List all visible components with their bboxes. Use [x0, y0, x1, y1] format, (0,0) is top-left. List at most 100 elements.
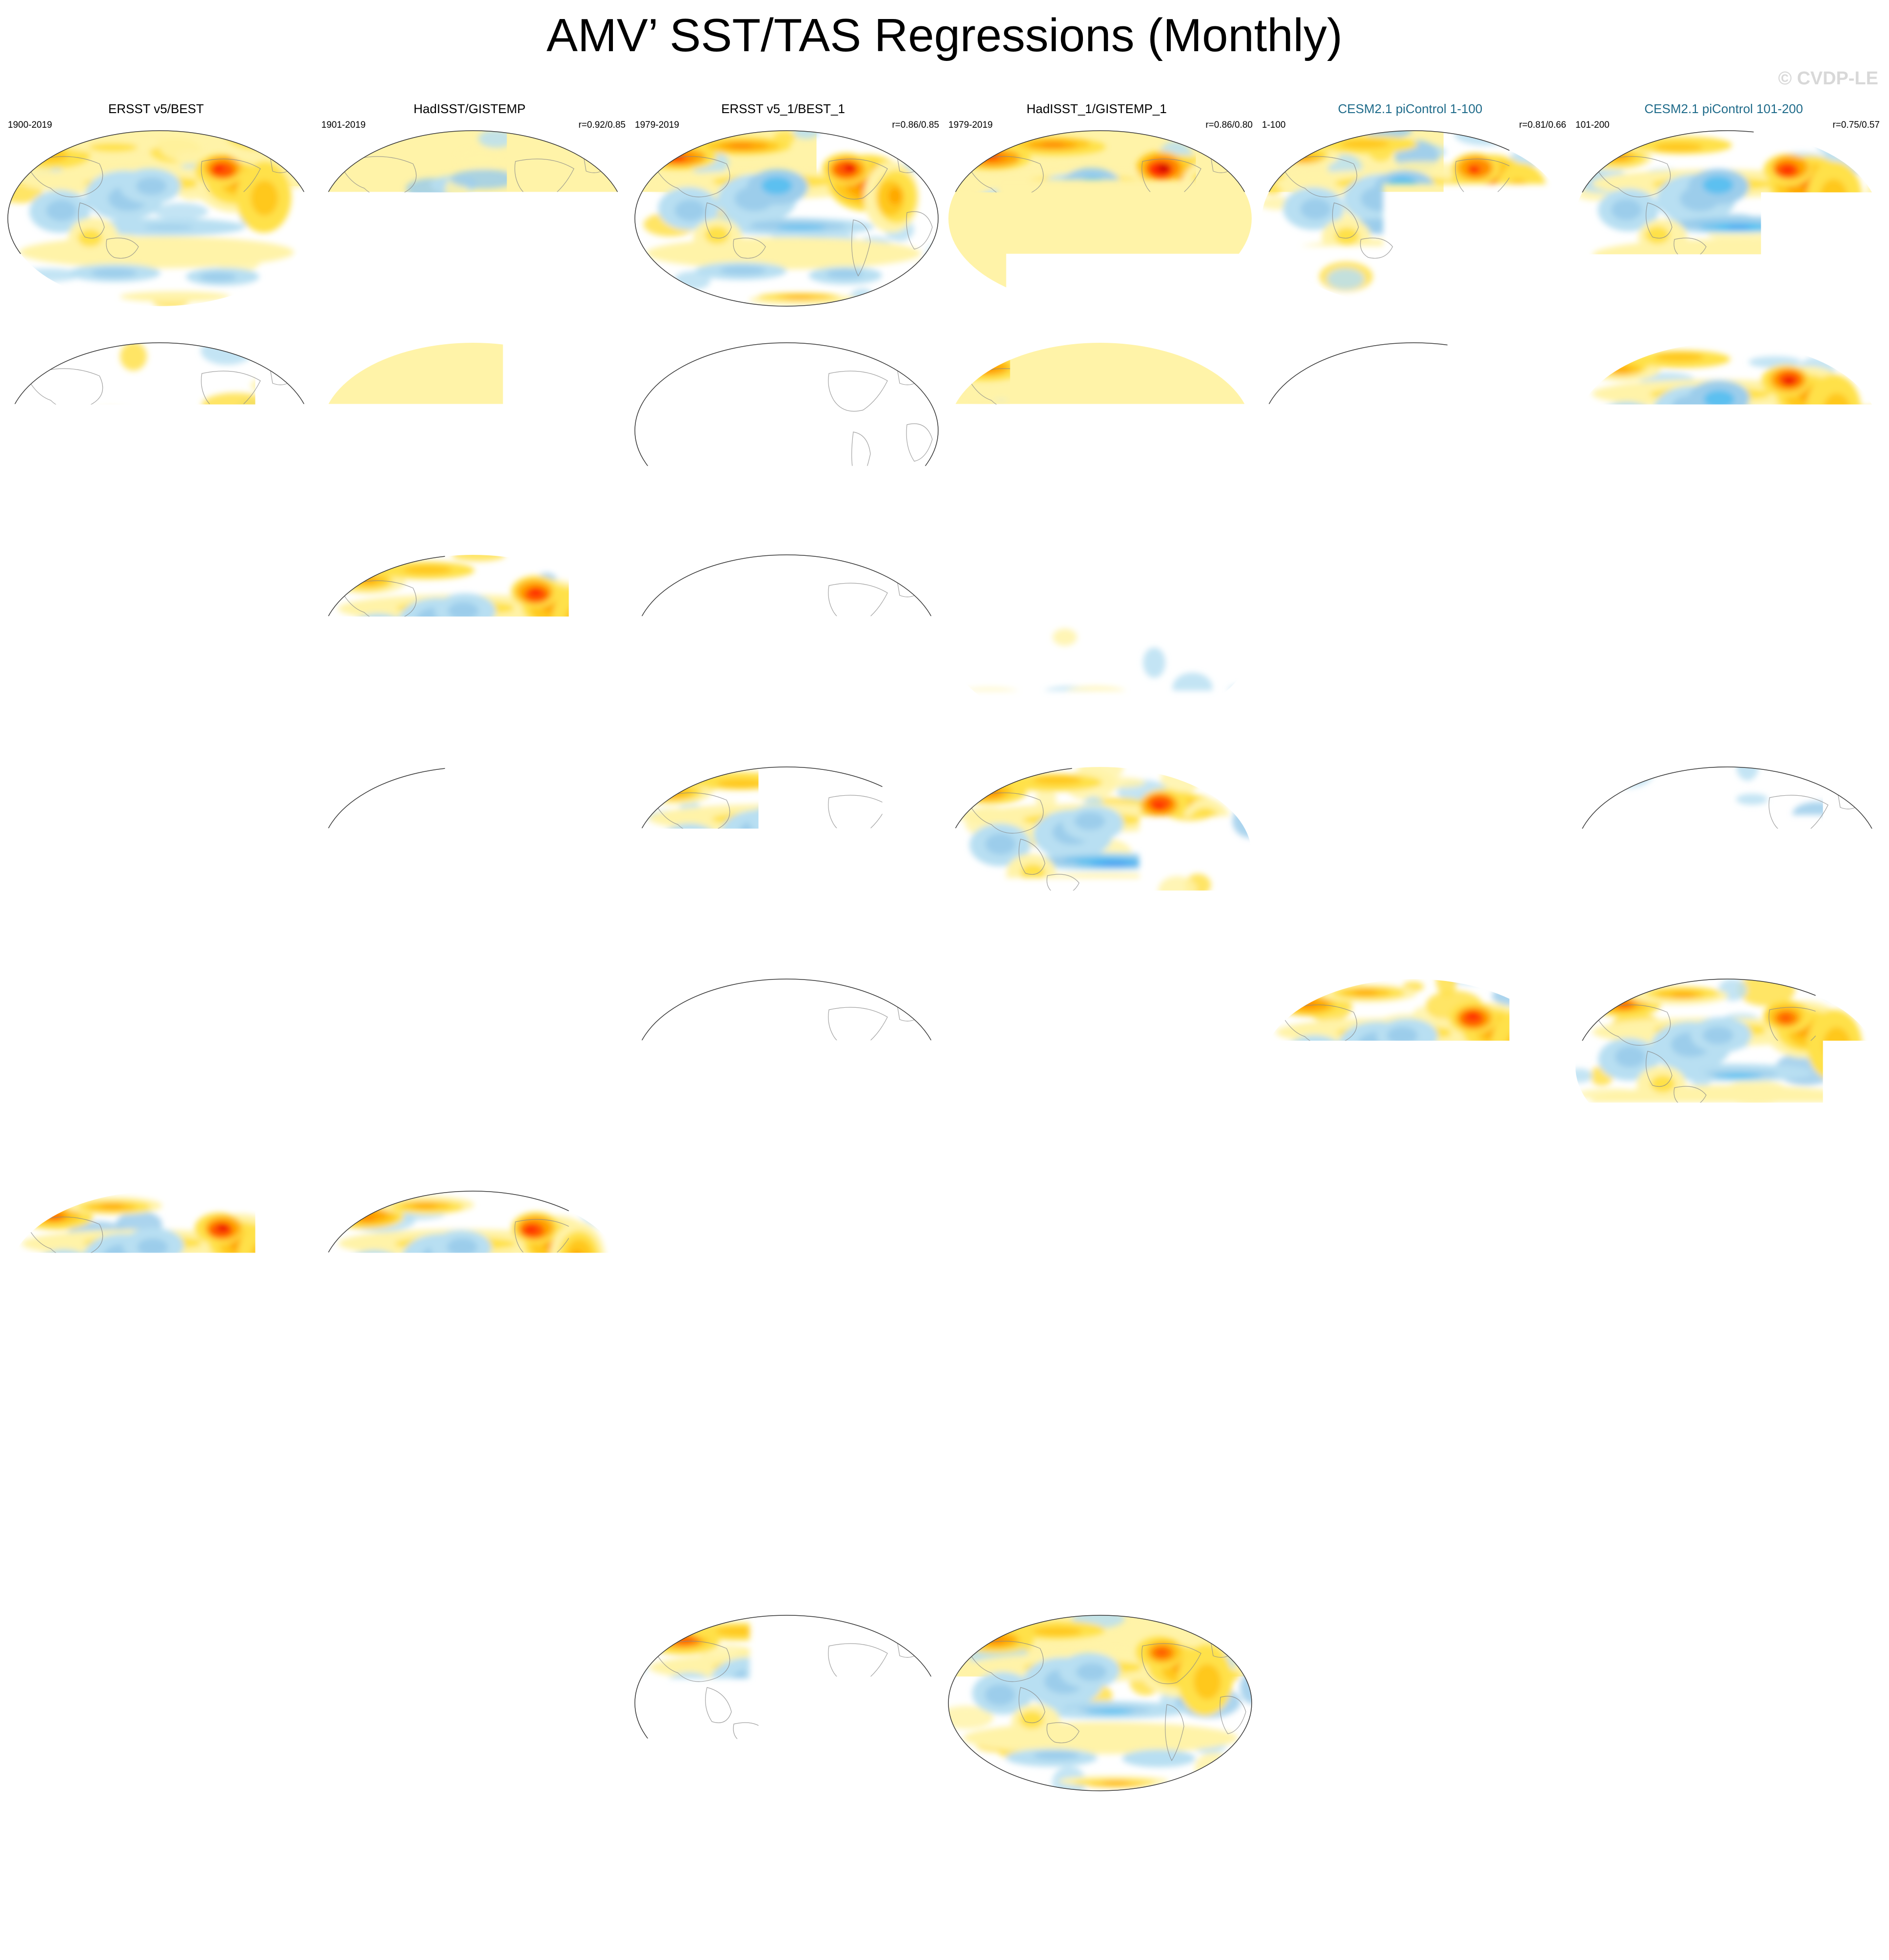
field-blob: [478, 130, 514, 148]
field-blob: [947, 587, 983, 603]
field-blob: [1277, 1207, 1332, 1226]
field-blob: [157, 438, 182, 441]
field-blob: [464, 933, 519, 939]
regression-map: [634, 1402, 939, 1580]
field-blob: [1234, 1320, 1253, 1338]
field-blob: [947, 342, 1010, 364]
map-panel: HadISST_1/GISTEMP_1 1979-2019 r=0.86/0.80: [941, 101, 1253, 311]
regression-map: [1574, 342, 1880, 519]
field-blob: [677, 342, 713, 356]
regression-map: [1261, 978, 1566, 1156]
field-blob: [1155, 588, 1167, 595]
field-blob: [1716, 509, 1771, 514]
field-blob: [527, 802, 539, 809]
colorbar-swatch: [429, 1837, 493, 1869]
field-blob: [158, 861, 183, 863]
field-blob: [948, 1408, 975, 1418]
field-blob: [45, 1258, 76, 1280]
field-blob: [463, 507, 518, 512]
field-blob: [459, 1498, 508, 1502]
field-blob: [352, 1426, 371, 1432]
panel-correlation: r=0.67/0.52: [892, 1392, 939, 1403]
field-blob: [763, 391, 793, 409]
field-blob: [927, 794, 939, 819]
field-blob: [251, 1240, 278, 1275]
field-blob: [402, 247, 539, 263]
field-blob: [1727, 1147, 1754, 1149]
field-blob: [1574, 130, 1616, 149]
panel-correlation: r=0.63/0.43: [578, 1392, 626, 1403]
field-blob: [917, 259, 939, 274]
field-blob: [763, 1238, 793, 1255]
colorbar-tick-label: -1.6: [655, 1876, 718, 1917]
field-blob: [1302, 625, 1333, 646]
field-blob: [1021, 864, 1045, 882]
field-blob: [215, 802, 227, 810]
panel-period: 901-1000: [321, 1180, 360, 1191]
colorbar-tick-label: 1.6: [1176, 1876, 1226, 1917]
panel-period: 501-600: [948, 332, 983, 343]
colorbar-swatch: [1586, 1837, 1651, 1869]
field-blob: [1155, 1436, 1167, 1444]
field-blob: [457, 149, 503, 169]
panel-period: 2101-2200: [948, 1605, 993, 1615]
field-blob: [1705, 601, 1736, 619]
field-blob: [1232, 1137, 1253, 1152]
panel-correlation: r=0.70/0.58: [1832, 332, 1880, 343]
panel-title: CESM2.1 piControl 501-600: [941, 314, 1253, 329]
panel-period: 101-200: [1575, 120, 1610, 131]
field-blob: [1389, 601, 1420, 619]
field-blob: [1041, 993, 1065, 998]
panel-title: CESM2.1 piControl 1901-2000: [1568, 738, 1880, 753]
field-blob: [1200, 825, 1214, 843]
field-blob: [259, 555, 287, 588]
field-blob: [1468, 166, 1480, 174]
field-blob: [1030, 1202, 1079, 1211]
field-blob: [1726, 1358, 1753, 1361]
colorbar-tick-label: -0.8: [784, 1876, 846, 1917]
field-blob: [1668, 1203, 1692, 1208]
field-blob: [414, 1417, 439, 1421]
regression-map: [1261, 342, 1566, 519]
map-panel: CESM2.1 piControl 801-900 801-900 r=0.73/0…: [0, 526, 312, 735]
field-blob: [1220, 342, 1247, 371]
colorbar-tick-label: -2.4: [527, 1876, 589, 1917]
field-blob: [1492, 986, 1536, 1006]
field-blob: [406, 691, 452, 700]
field-blob: [1076, 1663, 1107, 1681]
field-blob: [1574, 917, 1620, 928]
field-blob: [882, 392, 909, 428]
panel-period: 501-600: [948, 968, 983, 979]
field-blob: [44, 410, 75, 431]
field-blob: [404, 1519, 542, 1535]
field-blob: [984, 1684, 1015, 1705]
field-blob: [1399, 934, 1455, 939]
field-blob: [1824, 295, 1860, 307]
field-blob: [717, 1116, 763, 1125]
panel-correlation: r=0.69/0.53: [1205, 1392, 1253, 1403]
field-blob: [1288, 574, 1324, 586]
field-blob: [1047, 1126, 1067, 1140]
field-blob: [260, 826, 274, 843]
map-panel: CESM2.1 piControl 1-100 1-100 r=0.81/0.66: [1254, 101, 1566, 311]
panel-title: CESM2.1 piControl 901-1000: [314, 526, 626, 541]
field-blob: [320, 766, 374, 778]
field-blob: [1537, 1568, 1566, 1580]
panel-title: CESM1-LENS piControl 2101-2200: [941, 1586, 1253, 1601]
panel-correlation: r=0.80/0.63: [1519, 544, 1566, 555]
field-blob: [517, 1332, 553, 1341]
field-blob: [888, 187, 902, 205]
field-blob: [1415, 862, 1439, 865]
map-panel: CESM2.1 piControl 401-500 401-500 r=0.72/0…: [627, 314, 939, 523]
panel-period: 1979-2019: [948, 120, 993, 131]
field-blob: [1103, 1710, 1127, 1713]
regression-map: [1261, 554, 1566, 731]
field-blob: [1616, 835, 1647, 856]
field-blob: [764, 1449, 795, 1466]
field-blob: [1472, 589, 1484, 597]
panel-title: CESM1-LENS piControl 1401-1500: [0, 1374, 312, 1389]
field-blob: [674, 1472, 705, 1493]
field-blob: [773, 862, 822, 866]
field-blob: [1201, 1323, 1249, 1349]
field-blob: [1660, 693, 1706, 702]
